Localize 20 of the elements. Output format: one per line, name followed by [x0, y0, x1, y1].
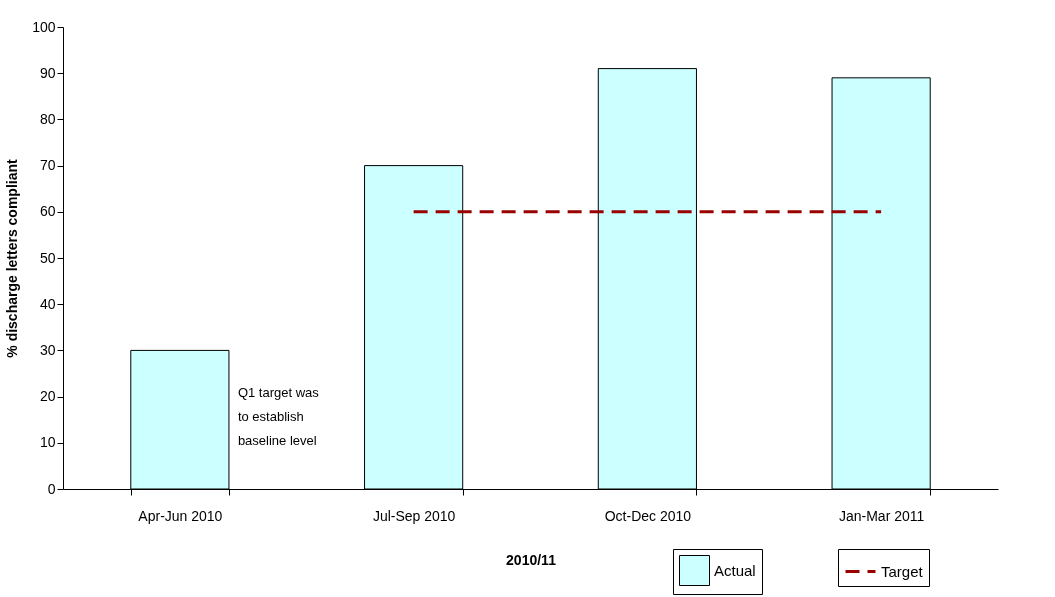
y-tick-label: 40 [39, 295, 56, 312]
x-axis-title: 2010/11 [506, 551, 557, 568]
y-tick-label: 0 [47, 480, 56, 497]
y-tick-label: 10 [39, 434, 56, 451]
annotation: Q1 target was to establish baseline level [237, 385, 320, 448]
y-tick-label: 30 [39, 341, 56, 358]
x-tick-label: Jan-Mar 2011 [838, 507, 925, 524]
legend-label: Target [881, 562, 924, 580]
x-tick-label: Apr-Jun 2010 [138, 507, 223, 524]
y-tick-label: 100 [32, 18, 56, 35]
y-tick-label: 90 [39, 64, 56, 81]
y-tick-label: 70 [39, 157, 56, 174]
y-tick-label: 80 [39, 110, 56, 127]
y-axis-title: % discharge letters compliant [4, 158, 21, 358]
y-tick-label: 20 [39, 388, 56, 405]
y-tick-label: 50 [39, 249, 56, 266]
legend-label: Actual [714, 561, 756, 579]
y-tick-label: 60 [39, 203, 56, 220]
x-tick-label: Jul-Sep 2010 [372, 507, 456, 524]
x-tick-label: Oct-Dec 2010 [604, 507, 692, 524]
